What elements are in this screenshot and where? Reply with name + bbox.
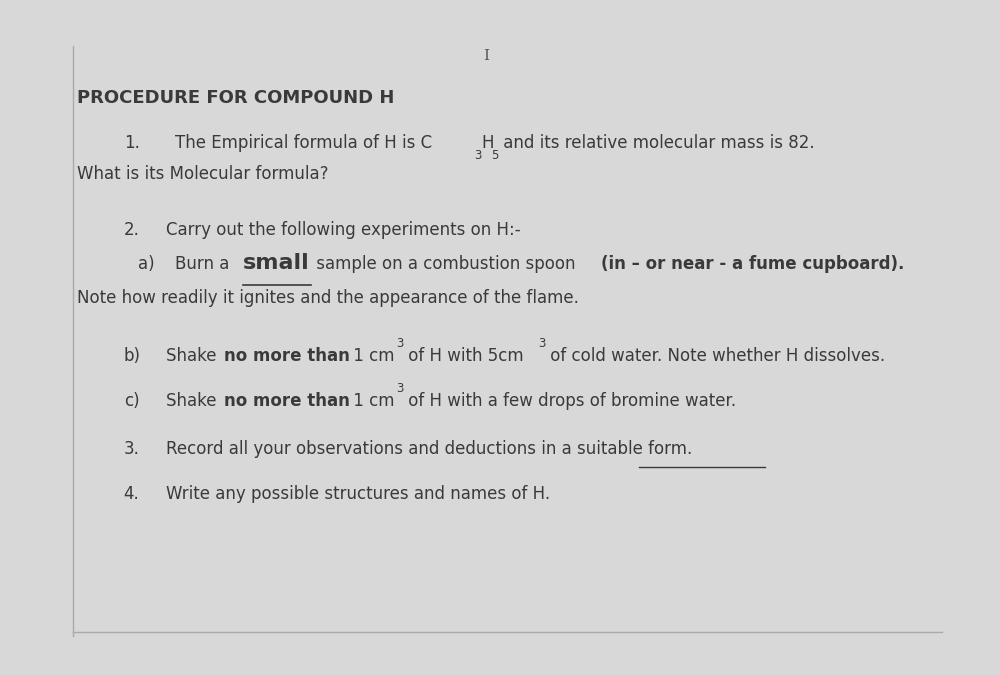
Text: Record all your observations and deductions in a suitable form.: Record all your observations and deducti… [166,439,692,458]
Text: Shake: Shake [166,347,221,365]
Text: 3: 3 [396,338,403,350]
Text: of H with a few drops of bromine water.: of H with a few drops of bromine water. [403,392,736,410]
Text: The Empirical formula of H is C: The Empirical formula of H is C [175,134,432,152]
Text: b): b) [124,347,141,365]
Text: c): c) [124,392,139,410]
Text: a): a) [138,255,154,273]
Text: What is its Molecular formula?: What is its Molecular formula? [77,165,329,183]
Text: I: I [483,49,489,63]
Text: sample on a combustion spoon: sample on a combustion spoon [311,255,581,273]
Text: 3.: 3. [124,439,140,458]
Text: small: small [243,253,309,273]
Text: 1.: 1. [124,134,140,152]
Text: 4.: 4. [124,485,139,503]
Text: Burn a: Burn a [175,255,234,273]
Text: no more than: no more than [224,347,349,365]
Text: 2.: 2. [124,221,140,239]
Text: PROCEDURE FOR COMPOUND H: PROCEDURE FOR COMPOUND H [77,89,395,107]
Text: 3: 3 [396,382,403,395]
Text: of H with 5cm: of H with 5cm [403,347,523,365]
Text: 5: 5 [491,149,498,162]
Text: Write any possible structures and names of H.: Write any possible structures and names … [166,485,550,503]
Text: no more than: no more than [224,392,349,410]
Text: 1 cm: 1 cm [348,392,394,410]
Text: H: H [481,134,494,152]
Text: Note how readily it ignites and the appearance of the flame.: Note how readily it ignites and the appe… [77,290,579,307]
Text: and its relative molecular mass is 82.: and its relative molecular mass is 82. [498,134,815,152]
Text: Carry out the following experiments on H:-: Carry out the following experiments on H… [166,221,520,239]
Text: 3: 3 [475,149,482,162]
Text: (in – or near - a fume cupboard).: (in – or near - a fume cupboard). [601,255,905,273]
Text: 1 cm: 1 cm [348,347,394,365]
Text: 3: 3 [538,338,545,350]
Text: Shake: Shake [166,392,221,410]
Text: of cold water. Note whether H dissolves.: of cold water. Note whether H dissolves. [545,347,885,365]
